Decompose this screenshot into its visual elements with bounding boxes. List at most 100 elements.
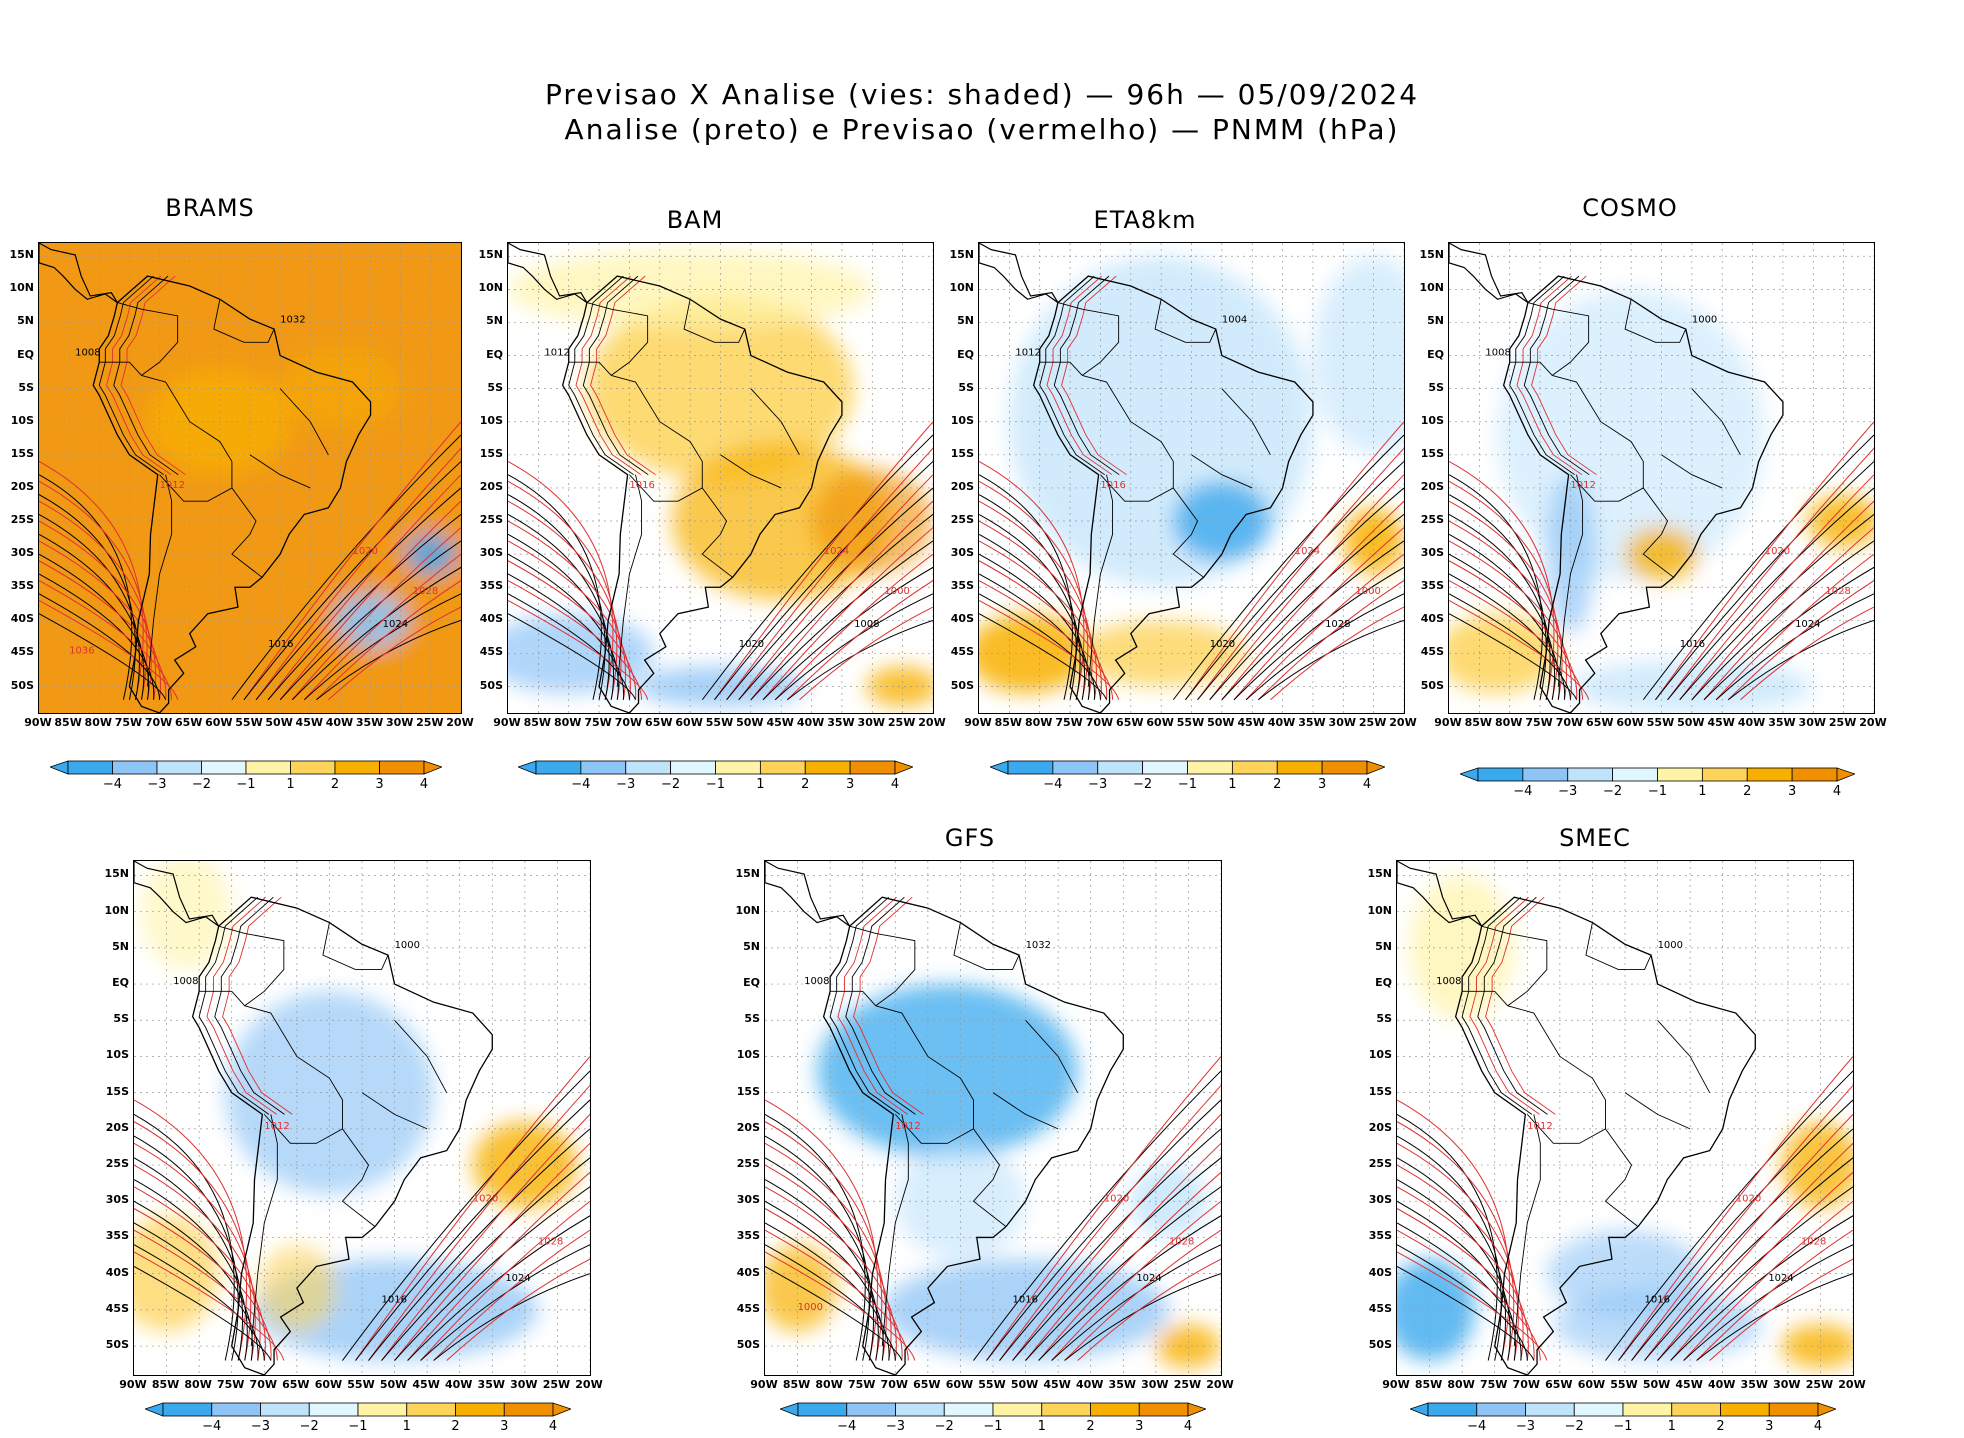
lon-tick-label: 20W [1206,1378,1234,1391]
bias-blob [811,468,933,574]
analysis-isobar [1642,434,1874,701]
lon-tick-label: 30W [1798,716,1826,729]
lon-tick-label: 30W [1328,716,1356,729]
colorbar-segment [1090,1402,1140,1417]
forecast-isobar [979,600,1120,700]
colorbar: −4 −3 −2 −1 1 2 3 4 [516,760,915,796]
contour-label: 1000 [395,940,420,951]
bias-blob [635,666,806,707]
analysis-isobar [701,434,933,701]
lat-tick-label: 15S [105,1084,129,1098]
contour-label: 1024 [383,619,408,630]
lat-tick-label: 10S [950,413,974,427]
forecast-isobar [786,580,933,701]
analysis-isobar [1618,1099,1853,1361]
lat-tick-label: 15N [1419,248,1444,262]
lon-tick-label: 75W [847,1378,876,1391]
colorbar-label: 2 [330,777,340,792]
forecast-isobar [433,1229,590,1361]
colorbar: −4 −3 −2 −1 1 2 3 4 [988,760,1387,796]
lon-tick-label: 20W [575,1378,603,1391]
colorbar-segment [1720,1402,1770,1417]
lon-tick-label: 85W [782,1378,811,1391]
forecast-isobar [1185,421,1404,701]
lat-tick-label: 5N [1375,939,1392,953]
lat-tick-label: 30S [1420,546,1444,560]
forecast-isobar [1740,606,1874,701]
contour-label: 1016 [382,1295,407,1306]
lon-tick-label: 35W [1298,716,1326,729]
lon-tick-label: 20W [1838,1378,1866,1391]
forecast-isobar [1449,600,1590,700]
lat-tick-label: 35S [10,579,34,593]
colorbar-segment [895,1402,945,1417]
lon-tick-label: 40W [1075,1378,1104,1391]
analysis-isobar [1449,513,1551,700]
lon-tick-label: 65W [282,1378,310,1391]
colorbar-segment [846,1402,896,1417]
analysis-isobar [1051,1244,1221,1361]
contour-label: 1004 [1222,314,1247,325]
contour-label: 1032 [280,314,305,325]
colorbar-label: −1 [1177,777,1198,792]
colorbar-arrow-right [1366,760,1387,775]
analysis-isobar [342,1070,590,1361]
lon-tick-label: 25W [1828,716,1857,729]
analysis-isobar [508,494,606,700]
forecast-isobar [394,1142,590,1361]
colorbar: −4 −3 −2 −1 1 2 3 4 [143,1402,573,1438]
lon-tick-label: 90W [24,716,52,729]
colorbar-segment [308,1402,359,1417]
lat-tick-label: 35S [1368,1229,1392,1243]
bias-blob [1343,507,1404,574]
lat-tick-label: 35S [736,1229,760,1243]
analysis-isobar [1655,461,1874,701]
forecast-isobar [508,540,631,700]
analysis-isobar [750,540,933,701]
lon-tick-label: 80W [553,716,582,729]
forecast-isobar [1245,553,1404,701]
lat-tick-label: 20S [736,1120,760,1134]
analysis-isobar [1691,540,1874,701]
bias-shading [765,984,1221,1368]
lon-tick-label: 75W [1525,716,1553,729]
analysis-isobar [979,573,1096,700]
forecast-isobar [1051,1200,1221,1361]
colorbar-arrow-right [1187,1402,1208,1417]
lat-tick-label: 5N [17,314,34,328]
forecast-isobar [1691,500,1874,701]
map-area: 1012 1016 1020 1024 1028 1000 1004 [978,242,1405,714]
lon-tick-label: 75W [1479,1378,1508,1391]
lon-tick-label: 80W [1494,716,1523,729]
analysis-isobar [231,434,461,701]
forecast-isobar [1631,1085,1853,1361]
colorbar-segment [1052,760,1099,775]
lat-tick-label: 25S [1420,513,1444,527]
lon-tick-label: 40W [1267,716,1296,729]
country-borders [830,922,1079,1347]
analysis-isobar [1197,487,1404,701]
forecast-isobar [1038,1171,1221,1361]
lon-tick-label: 25W [542,1378,571,1391]
colorbar-segment [1612,767,1658,782]
lon-tick-label: 40W [796,716,825,729]
colorbar-label: −2 [934,1419,954,1434]
lat-tick-label: 10S [479,413,503,427]
lon-tick-label: 20W [918,716,946,729]
contour-label: 1032 [1026,940,1051,951]
forecast-isobar [765,1121,883,1361]
colorbar-segment [1142,760,1188,775]
analysis-isobar [1185,461,1404,701]
analysis-isobar [979,513,1081,700]
colorbar-segment [1657,767,1703,782]
lon-tick-label: 90W [750,1378,778,1391]
lat-tick-label: 15N [949,248,974,262]
colorbar-arrow-right [894,760,915,775]
lon-tick-label: 40W [1707,1378,1736,1391]
analysis-isobar [1449,613,1577,700]
contour-label: 1008 [1485,348,1510,359]
lat-tick-label: 10S [105,1048,129,1062]
bias-blob [817,984,1078,1158]
analysis-isobar [355,1099,590,1361]
analysis-isobar [1449,593,1571,700]
